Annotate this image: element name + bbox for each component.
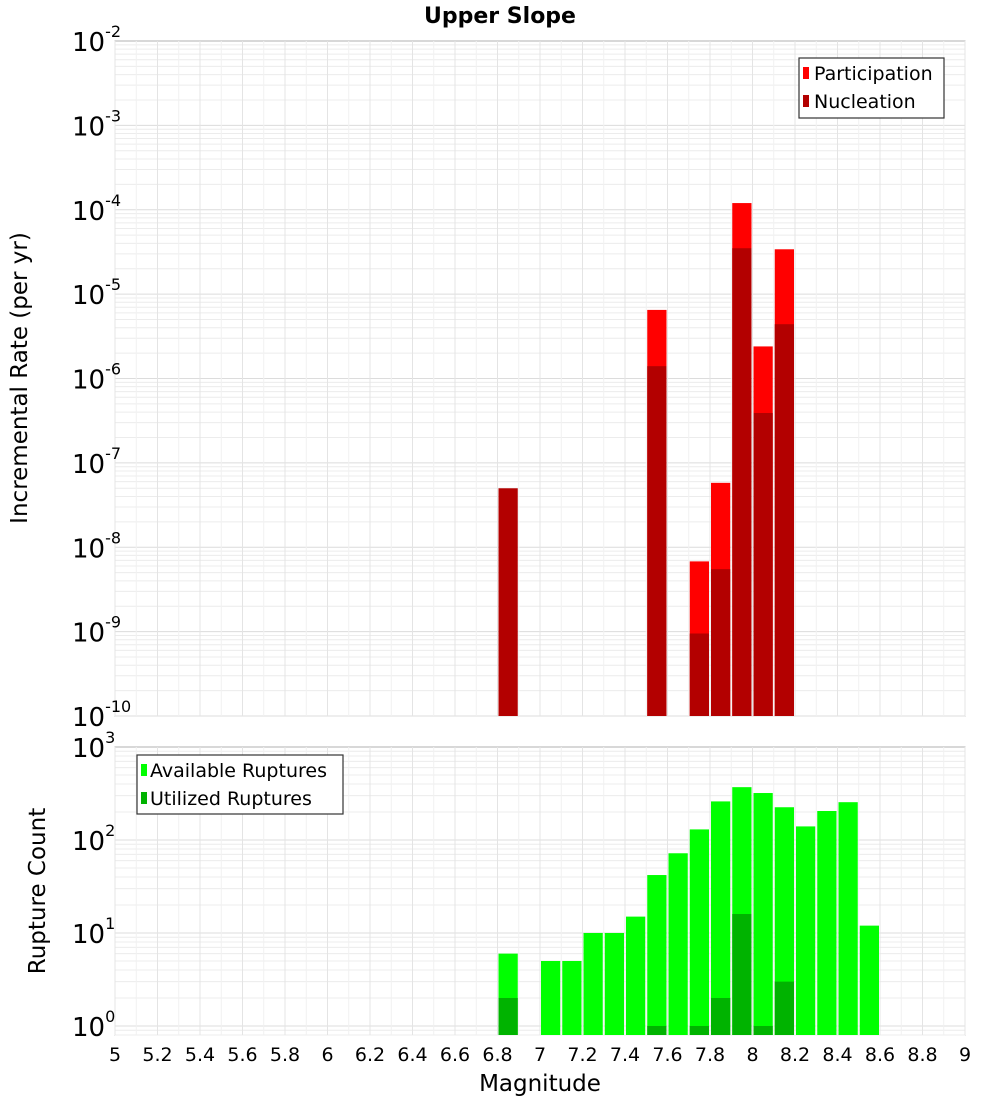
- top-legend: Participation Nucleation: [798, 57, 945, 119]
- y-tick-label: 100: [72, 1007, 115, 1043]
- bar-utilized-ruptures: [774, 981, 794, 1035]
- legend-label-nucleation: Nucleation: [814, 91, 916, 113]
- y-tick-label: 10-4: [72, 191, 121, 227]
- x-tick-label: 6.4: [397, 1044, 427, 1066]
- y-tick-label: 10-9: [72, 613, 121, 649]
- y-tick-label: 10-10: [72, 697, 131, 733]
- bar-nucleation: [498, 488, 518, 716]
- x-tick-label: 8.2: [780, 1044, 810, 1066]
- legend-label-utilized: Utilized Ruptures: [150, 788, 312, 810]
- bar-available-ruptures: [668, 853, 688, 1035]
- bar-nucleation: [753, 413, 773, 716]
- bar-utilized-ruptures: [711, 997, 731, 1035]
- y-tick-label: 10-5: [72, 275, 121, 311]
- x-tick-label: 7.2: [567, 1044, 597, 1066]
- bar-available-ruptures: [711, 801, 731, 1035]
- bottom-panel: 100 101 102 103 5 5.2 5.4 5.6 5.8 6 6.2 6.4 6.6 6.8 7…: [25, 728, 971, 1097]
- bar-available-ruptures: [774, 807, 794, 1035]
- x-tick-label: 8.6: [865, 1044, 895, 1066]
- legend-label-participation: Participation: [814, 63, 933, 85]
- bar-available-ruptures: [838, 802, 858, 1035]
- bar-available-ruptures: [604, 932, 624, 1035]
- bar-nucleation: [774, 324, 794, 716]
- bar-nucleation: [711, 569, 731, 716]
- legend-label-available: Available Ruptures: [150, 760, 327, 782]
- bottom-legend: Available Ruptures Utilized Ruptures: [136, 754, 344, 815]
- x-tick-label: 8.4: [822, 1044, 852, 1066]
- x-tick-label: 8.8: [907, 1044, 937, 1066]
- bar-utilized-ruptures: [753, 1025, 773, 1035]
- bar-utilized-ruptures: [689, 1025, 709, 1035]
- x-tick-label: 6.2: [355, 1044, 385, 1066]
- x-tick-label: 7.6: [652, 1044, 682, 1066]
- y-tick-label: 103: [72, 728, 115, 764]
- x-tick-label: 6: [321, 1044, 333, 1066]
- bar-available-ruptures: [796, 826, 816, 1035]
- legend-swatch-utilized: [141, 792, 147, 804]
- top-y-ticks: 10-10 10-9 10-8 10-7 10-6 10-5 10-4 10-3 10-2: [72, 22, 131, 733]
- bar-available-ruptures: [647, 875, 667, 1035]
- x-tick-label: 5.2: [142, 1044, 172, 1066]
- y-tick-label: 10-8: [72, 528, 121, 564]
- x-tick-label: 6.8: [482, 1044, 512, 1066]
- y-tick-label: 10-6: [72, 360, 121, 396]
- legend-swatch-nucleation: [803, 95, 809, 107]
- bottom-y-axis-label: Rupture Count: [25, 808, 51, 974]
- y-tick-label: 10-3: [72, 106, 121, 142]
- bar-available-ruptures: [689, 829, 709, 1035]
- x-tick-label: 7.8: [695, 1044, 725, 1066]
- bottom-bars: [498, 787, 879, 1035]
- x-tick-label: 5.6: [227, 1044, 257, 1066]
- bottom-y-ticks: 100 101 102 103: [72, 728, 115, 1043]
- bar-nucleation: [732, 248, 752, 717]
- bar-utilized-ruptures: [732, 914, 752, 1035]
- bar-available-ruptures: [583, 932, 603, 1035]
- bar-nucleation: [647, 366, 667, 716]
- legend-swatch-available: [141, 764, 147, 776]
- bar-nucleation: [689, 633, 709, 716]
- bar-available-ruptures: [817, 811, 837, 1035]
- chart-title: Upper Slope: [424, 4, 576, 29]
- bar-utilized-ruptures: [647, 1025, 667, 1035]
- x-axis-ticks: 5 5.2 5.4 5.6 5.8 6 6.2 6.4 6.6 6.8 7 7.2 7.4 7.6 7.8 8…: [109, 1044, 971, 1066]
- x-tick-label: 7.4: [610, 1044, 640, 1066]
- y-tick-label: 10-2: [72, 22, 121, 58]
- x-tick-label: 7: [534, 1044, 546, 1066]
- bottom-legend-box: [136, 754, 344, 815]
- x-tick-label: 8: [746, 1044, 758, 1066]
- bar-available-ruptures: [626, 916, 646, 1035]
- bar-available-ruptures: [541, 960, 561, 1035]
- top-panel: 10-10 10-9 10-8 10-7 10-6 10-5 10-4 10-3 10-2 In…: [7, 22, 966, 733]
- bar-available-ruptures: [562, 960, 582, 1035]
- legend-swatch-participation: [803, 67, 809, 79]
- bar-available-ruptures: [753, 793, 773, 1035]
- x-tick-label: 6.6: [440, 1044, 470, 1066]
- x-axis-label: Magnitude: [479, 1071, 601, 1097]
- y-tick-label: 101: [72, 914, 115, 950]
- top-legend-box: [798, 57, 945, 119]
- bar-utilized-ruptures: [498, 997, 518, 1035]
- x-tick-label: 5.8: [270, 1044, 300, 1066]
- x-tick-label: 5.4: [185, 1044, 215, 1066]
- x-tick-label: 9: [959, 1044, 971, 1066]
- top-grid: [114, 41, 966, 717]
- bar-available-ruptures: [859, 925, 879, 1035]
- top-bars: [498, 203, 794, 717]
- top-y-axis-label: Incremental Rate (per yr): [7, 232, 33, 524]
- y-tick-label: 102: [72, 821, 115, 857]
- x-tick-label: 5: [109, 1044, 121, 1066]
- y-tick-label: 10-7: [72, 444, 121, 480]
